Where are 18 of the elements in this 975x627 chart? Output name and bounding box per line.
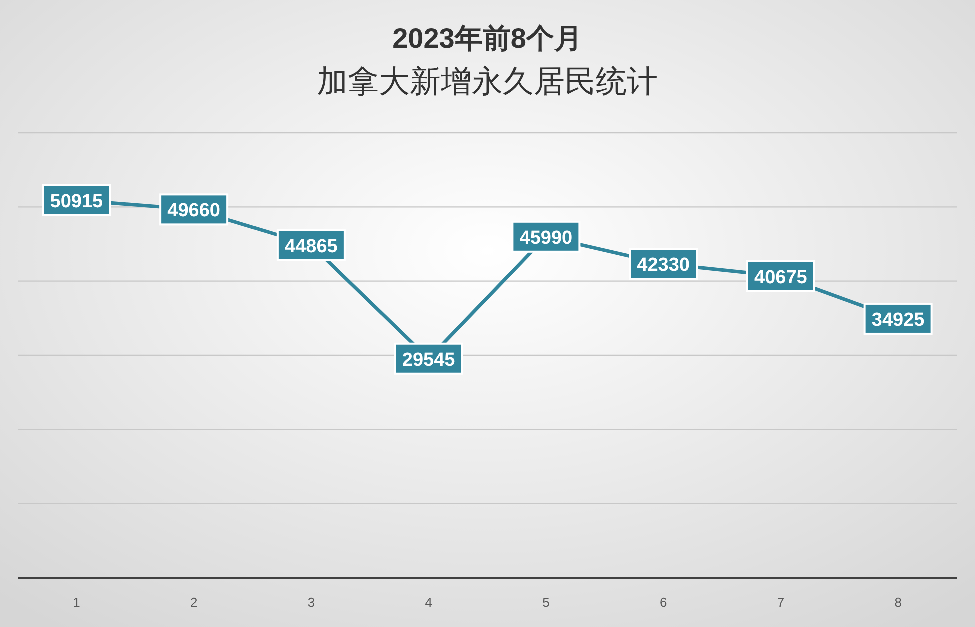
data-label: 42330 [637, 255, 690, 276]
x-tick-label: 8 [894, 595, 902, 610]
data-label: 45990 [520, 228, 573, 249]
data-label: 50915 [50, 191, 104, 212]
chart-title: 2023年前8个月 [392, 23, 582, 54]
x-tick-label: 4 [425, 595, 432, 610]
data-label: 49660 [168, 200, 220, 222]
data-label: 44865 [285, 236, 338, 258]
data-label: 40675 [754, 267, 808, 288]
x-tick-label: 7 [777, 595, 785, 610]
chart-subtitle: 加拿大新增永久居民统计 [317, 64, 658, 99]
x-tick-label: 5 [542, 595, 550, 610]
data-label: 34925 [872, 310, 926, 331]
x-tick-label: 1 [73, 595, 80, 610]
x-tick-label: 2 [190, 595, 198, 610]
data-label: 29545 [402, 350, 456, 371]
x-tick-label: 6 [660, 595, 668, 610]
x-tick-label: 3 [308, 595, 316, 610]
